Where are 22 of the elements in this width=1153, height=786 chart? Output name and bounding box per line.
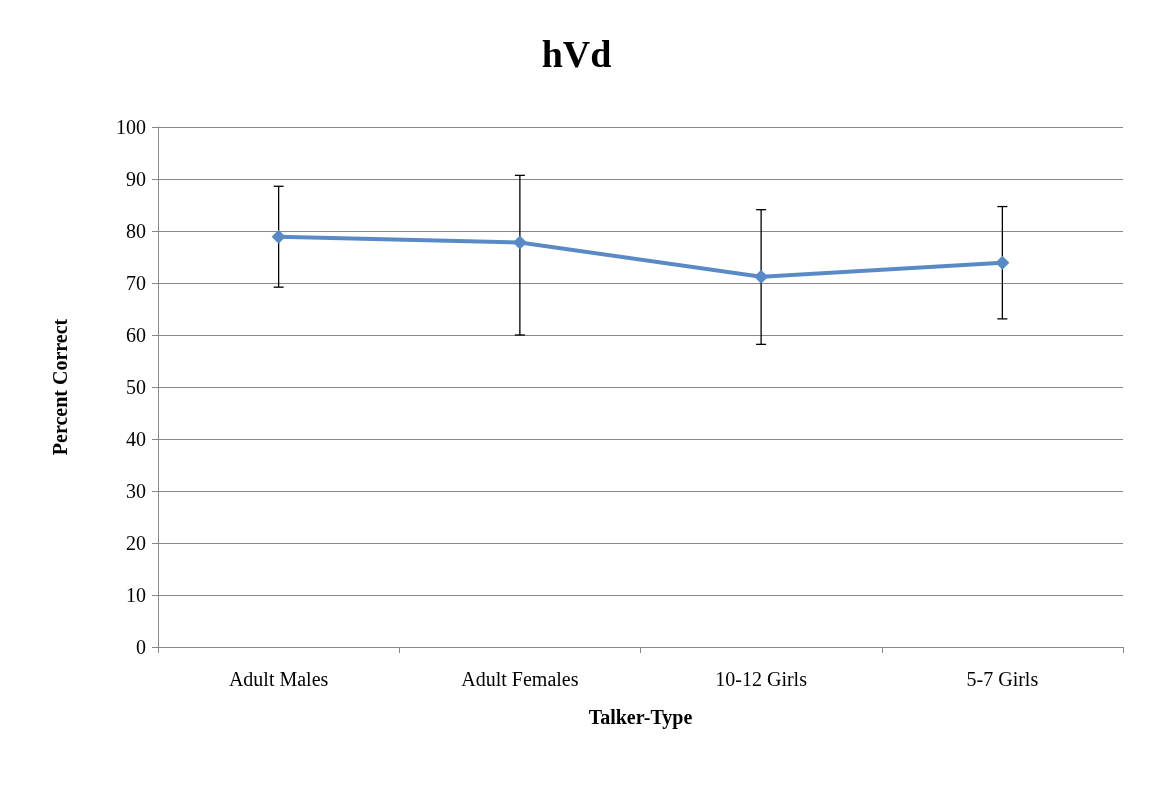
y-tick-label: 100 — [116, 116, 146, 138]
chart-title: hVd — [541, 33, 612, 75]
y-tick-label: 90 — [126, 168, 146, 190]
y-tick-label: 40 — [126, 428, 146, 450]
x-tick-label: Adult Females — [461, 668, 579, 690]
x-tick-label: Adult Males — [228, 668, 329, 690]
y-tick-label: 70 — [126, 272, 146, 294]
y-tick-label: 20 — [126, 532, 146, 554]
y-tick-label: 80 — [126, 220, 146, 242]
x-tick-label: 5-7 Girls — [966, 668, 1039, 690]
point — [271, 229, 286, 244]
point — [754, 269, 769, 284]
y-axis-title: Percent Correct — [49, 318, 71, 456]
y-tick-label: 50 — [126, 376, 146, 398]
y-tick-label: 30 — [126, 480, 146, 502]
x-axis-title: Talker-Type — [588, 706, 693, 729]
x-tick-label: 10-12 Girls — [715, 668, 808, 690]
point — [995, 255, 1010, 270]
y-tick-label: 0 — [136, 636, 146, 658]
point — [512, 235, 527, 250]
y-tick-label: 10 — [126, 584, 146, 606]
y-tick-label: 60 — [126, 324, 146, 346]
